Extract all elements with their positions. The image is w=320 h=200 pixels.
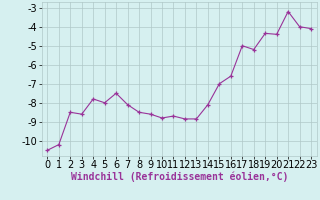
X-axis label: Windchill (Refroidissement éolien,°C): Windchill (Refroidissement éolien,°C) <box>70 172 288 182</box>
